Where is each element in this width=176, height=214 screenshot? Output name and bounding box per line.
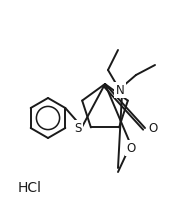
- Text: S: S: [74, 122, 82, 135]
- Text: HCl: HCl: [18, 181, 42, 195]
- Text: N: N: [116, 83, 124, 97]
- Text: O: O: [148, 122, 158, 135]
- Text: O: O: [126, 141, 136, 155]
